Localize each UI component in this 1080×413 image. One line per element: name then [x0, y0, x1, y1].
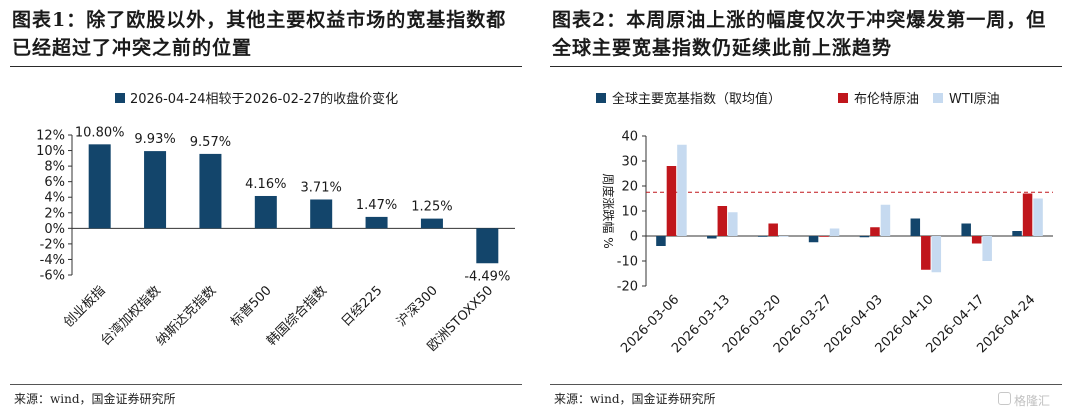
x-tick-label: 纳斯达克指数	[153, 283, 219, 349]
right-figure: 图表2：本周原油上涨的幅度仅次于冲突爆发第一周，但全球主要宽基指数仍延续此前上涨…	[540, 0, 1080, 413]
left-title-rule	[10, 66, 522, 67]
left-figure: 图表1：除了欧股以外，其他主要权益市场的宽基指数都已经超过了冲突之前的位置 20…	[10, 9, 522, 406]
bar	[768, 223, 778, 236]
bar	[870, 227, 880, 236]
bar	[971, 236, 982, 244]
bar	[910, 218, 921, 236]
right-source-rule	[550, 384, 1062, 385]
x-tick-label: 创业板指	[61, 283, 108, 330]
bar	[717, 206, 728, 236]
data-label: -4.49%	[464, 269, 510, 284]
y-tick-label: 12%	[36, 129, 65, 144]
x-tick-label: 韩国综合指数	[264, 283, 330, 349]
left-source-rule	[10, 384, 522, 385]
bar	[254, 195, 277, 229]
x-tick-label: 标普500	[228, 283, 275, 330]
y-tick-label: -6%	[40, 269, 65, 284]
bar	[656, 236, 666, 246]
right-title-rule	[550, 66, 1062, 67]
bar	[310, 199, 333, 229]
left-figure-title: 图表1：除了欧股以外，其他主要权益市场的宽基指数都已经超过了冲突之前的位置	[12, 9, 507, 59]
x-tick-label: 日经225	[339, 283, 386, 330]
bar	[420, 218, 443, 229]
bar	[199, 153, 222, 229]
bar	[476, 228, 499, 264]
y-tick-label: 6%	[44, 175, 65, 190]
y-axis-label: 周度涨跌幅 %	[601, 173, 616, 248]
bar	[144, 151, 167, 229]
bar	[961, 223, 971, 236]
right-source: 来源：wind，国金证券研究所	[554, 392, 716, 406]
bar	[808, 236, 819, 243]
bar	[666, 166, 677, 236]
bar	[1022, 193, 1033, 236]
left-source: 来源：wind，国金证券研究所	[14, 392, 176, 406]
bar	[829, 228, 840, 236]
bar	[757, 236, 768, 237]
legend-swatch	[596, 93, 606, 103]
data-label: 1.47%	[356, 198, 397, 213]
y-tick-label: 20	[621, 180, 638, 195]
y-tick-label: 10%	[36, 144, 65, 159]
legend-swatch	[933, 93, 943, 103]
y-tick-label: -4%	[40, 253, 65, 268]
y-tick-label: 40	[621, 130, 638, 145]
left-bar-chart: 2026-04-24相较于2026-02-27的收盘价变化12%10%8%6%4…	[36, 91, 515, 355]
legend-swatch	[838, 93, 848, 103]
bar	[677, 144, 687, 236]
data-label: 4.16%	[245, 177, 286, 192]
bar	[1033, 198, 1043, 236]
bar	[707, 236, 717, 239]
bar	[88, 144, 111, 229]
bar	[921, 236, 931, 270]
legend-label: WTI原油	[949, 92, 1000, 107]
x-tick-label: 沪深300	[394, 283, 441, 330]
legend-label: 布伦特原油	[854, 92, 919, 107]
watermark-logo-icon	[998, 392, 1011, 405]
data-label: 9.57%	[190, 135, 231, 150]
y-tick-label: 4%	[44, 191, 65, 206]
y-tick-label: -2%	[40, 237, 65, 252]
bar	[728, 212, 738, 236]
y-tick-label: 10	[621, 205, 638, 220]
y-tick-label: 0%	[44, 222, 65, 237]
legend-label: 全球主要宽基指数（取均值）	[612, 91, 781, 107]
legend-label: 2026-04-24相较于2026-02-27的收盘价变化	[130, 91, 398, 107]
bar	[1012, 231, 1022, 236]
data-label: 3.71%	[301, 180, 342, 195]
bar	[365, 216, 388, 229]
y-tick-label: -20	[617, 280, 638, 295]
data-label: 10.80%	[75, 125, 125, 140]
right-figure-title: 图表2：本周原油上涨的幅度仅次于冲突爆发第一周，但全球主要宽基指数仍延续此前上涨…	[552, 9, 1047, 59]
bar	[859, 236, 870, 238]
data-label: 9.93%	[134, 132, 175, 147]
bar	[931, 236, 942, 273]
legend-swatch	[115, 93, 125, 103]
y-tick-label: 0	[630, 230, 638, 245]
bar	[778, 236, 789, 237]
bar	[819, 236, 829, 237]
y-tick-label: 30	[621, 155, 638, 170]
watermark-text: 格隆汇	[1014, 394, 1051, 408]
y-tick-label: 8%	[44, 160, 65, 175]
data-label: 1.25%	[411, 200, 452, 215]
y-tick-label: -10	[617, 255, 638, 270]
bar	[880, 204, 891, 236]
y-tick-label: 2%	[44, 206, 65, 221]
bar	[982, 236, 992, 261]
